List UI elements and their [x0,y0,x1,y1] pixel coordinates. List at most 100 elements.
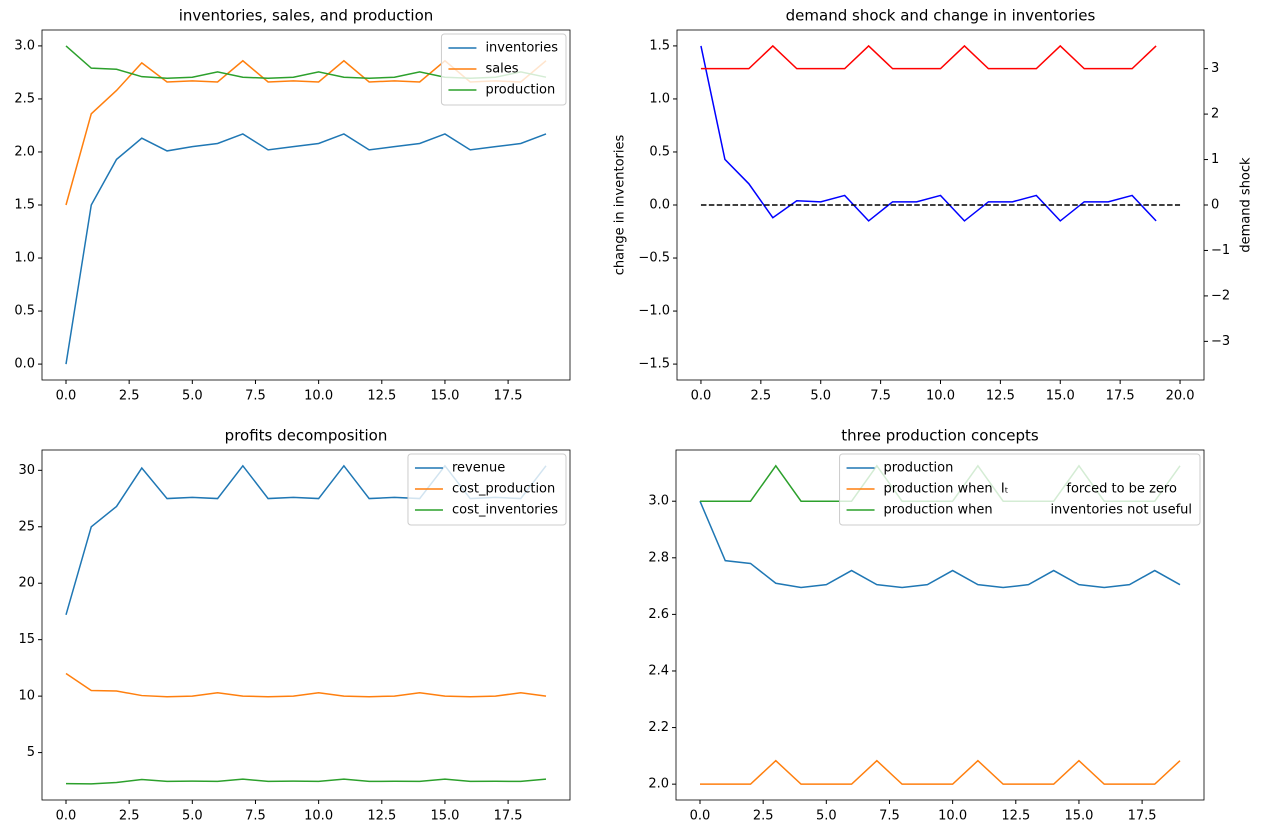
y2-tick-label: −3 [1211,334,1230,349]
x-tick-label: 15.0 [1046,389,1075,404]
x-tick-label: 0.0 [56,809,77,824]
legend-box [440,33,567,106]
series-line [65,778,547,785]
subplot-title: demand shock and change in inventories [786,7,1096,25]
subplot: three production concepts 0.0 2.5 5.0 7.5 10.… [648,427,1205,824]
y-tick-label: 3.0 [648,494,669,509]
legend: inventories sales production [440,33,567,106]
subplot: inventories, sales, and production 0.0 2.5… [14,7,571,404]
x-tick-label: 5.0 [816,809,837,824]
y2-tick-label: 1 [1211,152,1219,167]
legend-label: revenue [452,461,505,476]
y2-axis-label: demand shock [1239,157,1254,253]
series-line [65,133,547,365]
series-line [700,759,1181,785]
x-tick-label: 12.5 [1001,809,1030,824]
y-tick-label: 25 [18,519,35,534]
x-tick-label: 17.5 [1128,809,1157,824]
legend-box [407,453,567,526]
y-axis-label: change in inventories [613,135,628,276]
legend-label: production when Iₜ forced to be zero [884,482,1177,497]
x-tick-label: 0.0 [56,389,77,404]
y2-tick-label: 0 [1211,198,1219,213]
y-tick-label: −0.5 [638,251,670,266]
x-tick-label: 10.0 [938,809,967,824]
y2-tick-label: 2 [1211,107,1219,122]
series-line [699,500,1181,589]
x-tick-label: 2.5 [750,389,771,404]
y-tick-label: 1.5 [649,38,670,53]
legend-label: production when inventories not useful [884,503,1192,518]
y-tick-label: 3.0 [14,38,35,53]
x-tick-label: 5.0 [182,389,203,404]
y-tick-label: 10 [18,689,35,704]
x-tick-label: 12.5 [367,389,396,404]
x-tick-label: 20.0 [1166,389,1195,404]
y-tick-label: 2.6 [648,607,669,622]
y-tick-label: 0.0 [14,357,35,372]
series-line [65,672,547,698]
y2-tick-label: −1 [1211,243,1230,258]
legend-label: production [884,461,954,476]
legend-label: inventories [485,41,558,56]
y-tick-label: −1.0 [638,304,670,319]
y-tick-label: 2.4 [648,663,669,678]
x-tick-label: 5.0 [810,389,831,404]
y-tick-label: 1.0 [649,91,670,106]
x-tick-label: 0.0 [690,809,711,824]
subplot-title: inventories, sales, and production [179,7,434,25]
x-tick-label: 17.5 [494,389,523,404]
x-tick-label: 0.0 [691,389,712,404]
legend-label: cost_production [452,482,555,497]
legend: production production when Iₜ forced to b… [839,453,1201,526]
y-tick-label: 2.2 [648,720,669,735]
x-tick-label: 7.5 [879,809,900,824]
x-tick-label: 7.5 [245,389,266,404]
axes-frame [41,29,571,381]
legend-box [839,453,1201,526]
y-tick-label: 2.8 [648,550,669,565]
y-tick-label: −1.5 [638,357,670,372]
x-tick-label: 17.5 [1106,389,1135,404]
axes-frame [676,29,1205,381]
subplot: profits decomposition 0.0 2.5 5.0 7.5 10.0 12.… [18,427,571,824]
x-tick-label: 2.5 [119,809,140,824]
legend: revenue cost_production cost_inventories [407,453,567,526]
y-tick-label: 0.5 [14,304,35,319]
x-tick-label: 15.0 [430,809,459,824]
subplot-title: three production concepts [841,427,1039,445]
x-tick-label: 7.5 [870,389,891,404]
y-tick-label: 2.5 [14,91,35,106]
axes-frame [675,449,1205,801]
x-tick-label: 7.5 [245,809,266,824]
series-line [700,44,1157,70]
x-tick-label: 2.5 [753,809,774,824]
x-tick-label: 12.5 [367,809,396,824]
subplot-title: profits decomposition [225,427,388,445]
y-tick-label: 0.0 [649,198,670,213]
y-tick-label: 20 [18,576,35,591]
y-tick-label: 2.0 [14,144,35,159]
x-tick-label: 15.0 [1064,809,1093,824]
x-tick-label: 10.0 [926,389,955,404]
y2-tick-label: 3 [1211,61,1219,76]
axes-frame [41,449,571,801]
legend-label: production [485,83,555,98]
y-tick-label: 15 [18,632,35,647]
x-tick-label: 15.0 [430,389,459,404]
y-tick-label: 0.5 [649,144,670,159]
y-tick-label: 5 [27,745,35,760]
x-tick-label: 2.5 [119,389,140,404]
x-tick-label: 10.0 [304,809,333,824]
x-tick-label: 12.5 [986,389,1015,404]
x-tick-label: 5.0 [182,809,203,824]
series-line [700,45,1157,222]
y-tick-label: 30 [18,463,35,478]
x-tick-label: 17.5 [494,809,523,824]
y-tick-label: 1.5 [14,198,35,213]
x-tick-label: 10.0 [304,389,333,404]
legend-label: sales [485,62,518,77]
y-tick-label: 2.0 [648,777,669,792]
legend-label: cost_inventories [452,503,558,518]
